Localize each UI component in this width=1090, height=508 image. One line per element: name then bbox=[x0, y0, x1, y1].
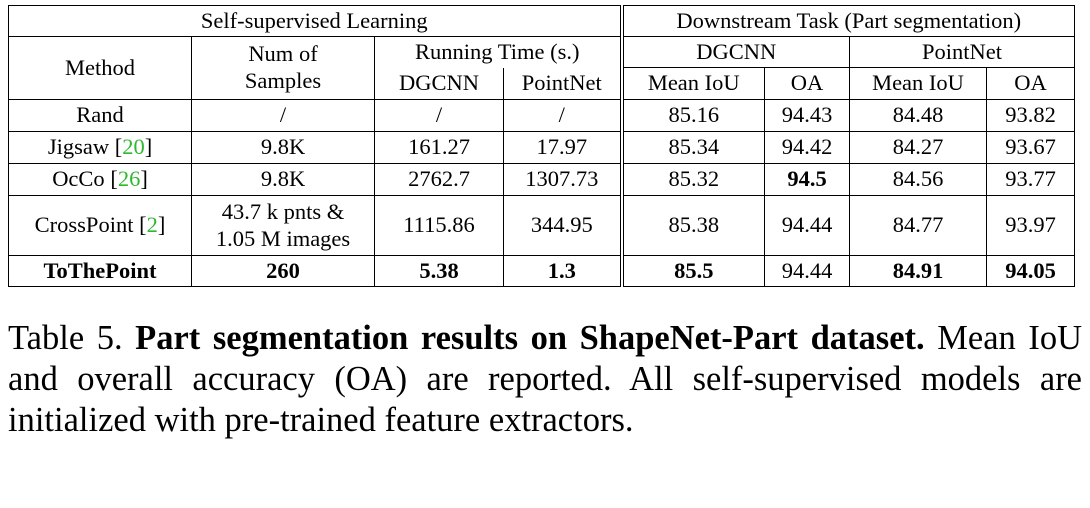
rt-dgcnn-cell: 1115.86 bbox=[374, 195, 504, 256]
pn-oa-cell: 93.82 bbox=[986, 99, 1075, 132]
rt-dgcnn-cell: / bbox=[374, 99, 504, 132]
dg-miou-cell: 85.34 bbox=[619, 131, 765, 164]
dg-oa-cell-best: 94.5 bbox=[764, 163, 850, 196]
rt-dgcnn-cell: 2762.7 bbox=[374, 163, 504, 196]
num-samples-header-line2: Samples bbox=[244, 68, 322, 93]
method-name: CrossPoint bbox=[34, 212, 140, 238]
citation-link[interactable]: 20 bbox=[122, 134, 145, 160]
table-row: Rand / / / 85.16 94.43 84.48 93.82 bbox=[8, 99, 1075, 132]
method-cell: Rand bbox=[8, 99, 192, 132]
rt-pointnet-cell: 1307.73 bbox=[503, 163, 622, 196]
method-cell: ToThePoint bbox=[8, 255, 192, 287]
dg-oa-cell: 94.42 bbox=[764, 131, 850, 164]
samples-cell: 9.8K bbox=[191, 131, 375, 164]
pointnet-miou-header: Mean IoU bbox=[849, 67, 987, 100]
downstream-pointnet-header: PointNet bbox=[849, 36, 1075, 68]
header-row-3: DGCNN PointNet Mean IoU OA Mean IoU OA bbox=[9, 67, 1075, 100]
citation-link[interactable]: 2 bbox=[146, 212, 158, 238]
samples-cell: 9.8K bbox=[191, 163, 375, 196]
dg-oa-cell: 94.43 bbox=[764, 99, 850, 132]
rt-dgcnn-cell: 161.27 bbox=[374, 131, 504, 164]
header-row-2: Method Num of Samples Running Time (s.) D… bbox=[8, 36, 1075, 100]
method-cell: Jigsaw [20] bbox=[8, 131, 192, 164]
method-name: OcCo bbox=[52, 166, 111, 192]
dg-miou-cell: 85.32 bbox=[619, 163, 765, 196]
dg-oa-cell: 94.44 bbox=[764, 255, 850, 287]
pn-oa-cell: 93.97 bbox=[986, 195, 1075, 256]
table-row: Jigsaw [20] 9.8K 161.27 17.97 85.34 94.4… bbox=[8, 131, 1075, 164]
method-name: Jigsaw bbox=[47, 134, 115, 160]
dg-miou-cell: 85.16 bbox=[619, 99, 765, 132]
pn-miou-cell: 84.48 bbox=[849, 99, 987, 132]
pn-miou-cell: 84.77 bbox=[849, 195, 987, 256]
downstream-dgcnn-header: DGCNN bbox=[619, 36, 850, 68]
samples-cell: 260 bbox=[191, 255, 375, 287]
table-row: CrossPoint [2] 43.7 k pnts & 1.05 M image… bbox=[8, 195, 1075, 256]
ssl-group-header: Self-supervised Learning bbox=[8, 5, 622, 37]
caption-text: Mean IoU and overall accuracy (OA) are r… bbox=[8, 319, 1083, 439]
samples-cell: 43.7 k pnts & 1.05 M images bbox=[191, 195, 375, 256]
pointnet-oa-header: OA bbox=[986, 67, 1075, 100]
header-row-1: Self-supervised Learning Downstream Task… bbox=[8, 5, 1075, 37]
dgcnn-oa-header: OA bbox=[764, 67, 850, 100]
dgcnn-miou-header: Mean IoU bbox=[619, 67, 765, 100]
rt-pointnet-cell: 1.3 bbox=[503, 255, 622, 287]
samples-cell: / bbox=[191, 99, 375, 132]
table-caption: Table 5. Part segmentation results on Sh… bbox=[8, 318, 1082, 441]
dg-miou-cell: 85.38 bbox=[619, 195, 765, 256]
pn-miou-cell: 84.91 bbox=[849, 255, 987, 287]
method-name: Rand bbox=[76, 102, 124, 128]
pn-oa-cell: 94.05 bbox=[986, 255, 1075, 287]
table-row: ToThePoint 260 5.38 1.3 85.5 94.44 84.91… bbox=[8, 255, 1075, 287]
caption-label: Table 5. bbox=[8, 319, 123, 357]
method-header: Method bbox=[8, 36, 192, 100]
results-table: Self-supervised Learning Downstream Task… bbox=[8, 5, 1075, 287]
pn-oa-cell: 93.67 bbox=[986, 131, 1075, 164]
table-row: OcCo [26] 9.8K 2762.7 1307.73 85.32 94.5… bbox=[8, 163, 1075, 196]
rt-pointnet-cell: / bbox=[503, 99, 622, 132]
running-time-header: Running Time (s.) bbox=[374, 36, 622, 68]
method-cell: CrossPoint [2] bbox=[8, 195, 192, 256]
dg-miou-cell: 85.5 bbox=[619, 255, 765, 287]
method-cell: OcCo [26] bbox=[8, 163, 192, 196]
rt-dgcnn-cell: 5.38 bbox=[374, 255, 504, 287]
rt-pointnet-header: PointNet bbox=[503, 67, 622, 100]
rt-pointnet-cell: 344.95 bbox=[503, 195, 622, 256]
caption-title: Part segmentation results on ShapeNet-Pa… bbox=[135, 319, 925, 357]
rt-pointnet-cell: 17.97 bbox=[503, 131, 622, 164]
pn-miou-cell: 84.27 bbox=[849, 131, 987, 164]
pn-oa-cell: 93.77 bbox=[986, 163, 1075, 196]
num-samples-header-line1: Num of bbox=[248, 41, 318, 67]
samples-line2: 1.05 M images bbox=[215, 225, 351, 251]
pn-miou-cell: 84.56 bbox=[849, 163, 987, 196]
dg-oa-cell: 94.44 bbox=[764, 195, 850, 256]
num-samples-header: Num of Samples bbox=[191, 36, 375, 100]
downstream-group-header: Downstream Task (Part segmentation) bbox=[619, 5, 1075, 37]
citation-link[interactable]: 26 bbox=[117, 166, 141, 192]
rt-dgcnn-header: DGCNN bbox=[374, 67, 504, 100]
samples-line1: 43.7 k pnts & bbox=[221, 198, 345, 224]
